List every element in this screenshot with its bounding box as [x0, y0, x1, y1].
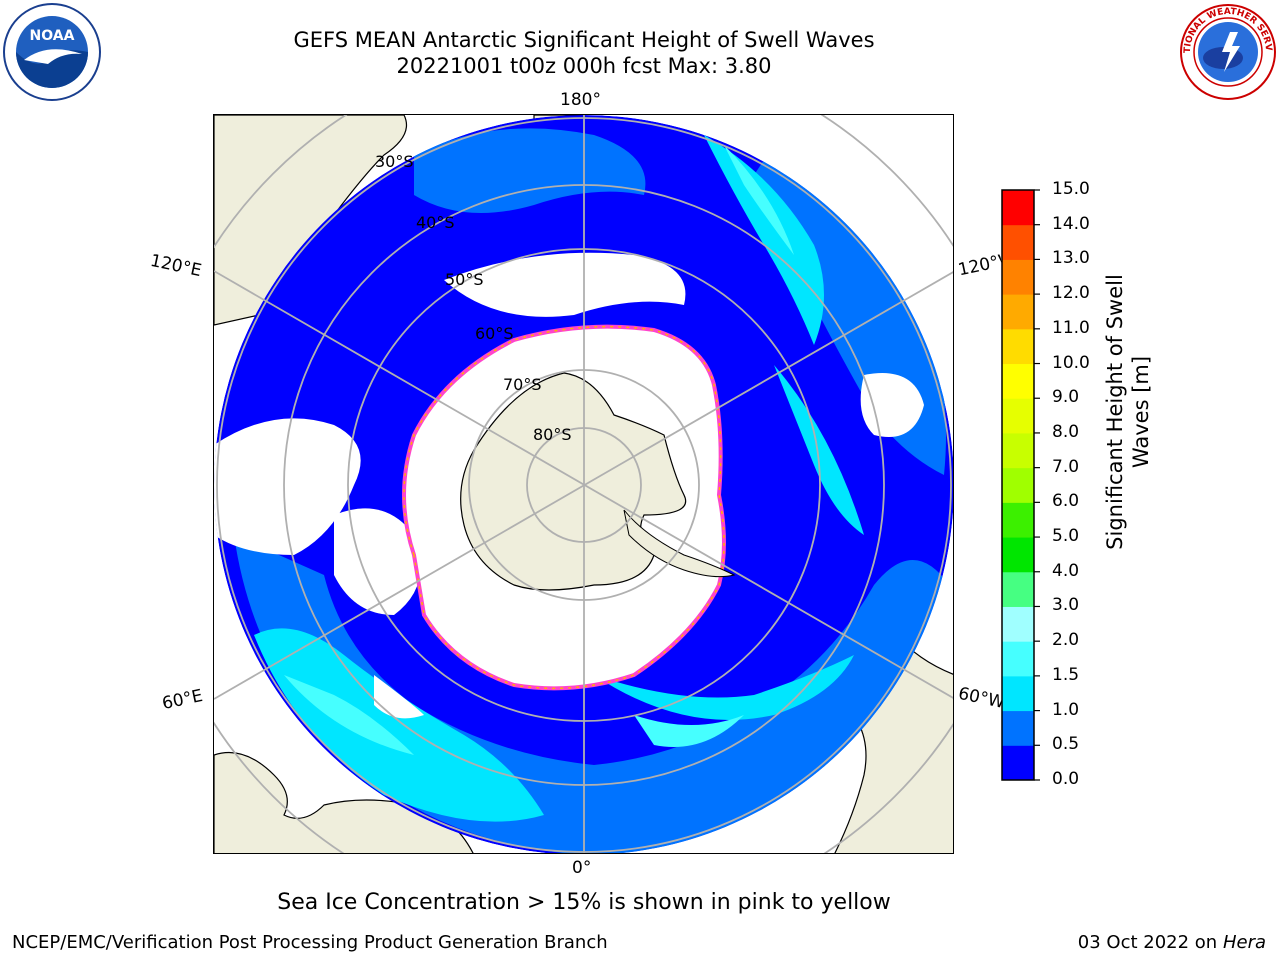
colorbar-tick-label: 13.0	[1052, 248, 1090, 269]
lat-label-30s: 30°S	[375, 152, 414, 171]
footer-credit: NCEP/EMC/Verification Post Processing Pr…	[12, 932, 608, 953]
colorbar-segment	[1002, 745, 1034, 781]
colorbar-segment	[1002, 259, 1034, 295]
noaa-logo-text: NOAA	[30, 28, 75, 44]
colorbar-tick-label: 7.0	[1052, 456, 1080, 477]
lon-label-120e: 120°E	[148, 250, 204, 282]
colorbar-tick-label: 3.0	[1052, 595, 1080, 616]
colorbar-segment	[1002, 675, 1034, 712]
longitude-gridlines	[214, 115, 953, 853]
lat-label-50s: 50°S	[445, 270, 484, 289]
footer-host: Hera	[1222, 932, 1266, 953]
map-title: GEFS MEAN Antarctic Significant Height o…	[293, 28, 875, 52]
colorbar-segment	[1002, 571, 1034, 607]
lon-label-0: 0°	[572, 858, 592, 878]
lat-label-60s: 60°S	[475, 324, 514, 343]
lon-label-180: 180°	[560, 90, 601, 110]
map-panel	[213, 114, 954, 854]
colorbar-tick-label: 11.0	[1052, 317, 1090, 338]
colorbar-tick-label: 8.0	[1052, 421, 1080, 442]
lon-label-60w: 60°W	[956, 683, 1004, 713]
colorbar-segment	[1002, 190, 1034, 226]
colorbar-segment	[1002, 467, 1034, 503]
colorbar-tick-label: 6.0	[1052, 491, 1080, 512]
colorbar-tick-label: 14.0	[1052, 213, 1090, 234]
lat-label-70s: 70°S	[503, 375, 542, 394]
colorbar-tick-label: 0.0	[1052, 769, 1080, 789]
colorbar-tick-label: 1.0	[1052, 699, 1080, 720]
colorbar-segment	[1002, 294, 1034, 330]
colorbar-segment	[1002, 224, 1034, 260]
colorbar-segment	[1002, 710, 1034, 746]
footer-date: 03 Oct 2022 on Hera	[1078, 932, 1266, 953]
colorbar-segment	[1002, 432, 1034, 469]
lon-label-120w: 120°W	[956, 251, 1004, 281]
map-subtitle: 20221001 t00z 000h fcst Max: 3.80	[396, 54, 772, 78]
colorbar-segment	[1002, 641, 1034, 677]
colorbar-segment	[1002, 328, 1034, 365]
polar-map	[214, 115, 953, 853]
national-weather-service-logo: NATIONAL WEATHER SERVICE	[1178, 2, 1276, 100]
lat-label-40s: 40°S	[416, 213, 455, 232]
colorbar-tick-label: 9.0	[1052, 387, 1080, 408]
colorbar-segment	[1002, 606, 1034, 642]
colorbar-tick-label: 5.0	[1052, 526, 1080, 547]
footer-date-text: 03 Oct 2022 on	[1077, 932, 1223, 953]
colorbar-segment	[1002, 363, 1034, 399]
noaa-logo: NOAA	[3, 3, 101, 101]
colorbar-segment	[1002, 537, 1034, 573]
sea-ice-caption: Sea Ice Concentration > 15% is shown in …	[277, 890, 891, 915]
colorbar-tick-label: 2.0	[1052, 630, 1080, 651]
lat-label-80s: 80°S	[533, 425, 572, 444]
colorbar	[1001, 189, 1040, 781]
colorbar-tick-label: 15.0	[1052, 179, 1090, 199]
colorbar-tick-label: 12.0	[1052, 283, 1090, 304]
colorbar-segment	[1002, 398, 1034, 434]
colorbar-segment	[1002, 502, 1034, 538]
lon-label-60e: 60°E	[160, 685, 205, 715]
colorbar-tick-label: 0.5	[1052, 734, 1080, 755]
colorbar-tick-label: 4.0	[1052, 560, 1080, 581]
colorbar-title: Significant Height of Swell Waves [m]	[1103, 274, 1153, 550]
colorbar-tick-label: 1.5	[1052, 664, 1080, 685]
colorbar-tick-label: 10.0	[1052, 352, 1090, 373]
